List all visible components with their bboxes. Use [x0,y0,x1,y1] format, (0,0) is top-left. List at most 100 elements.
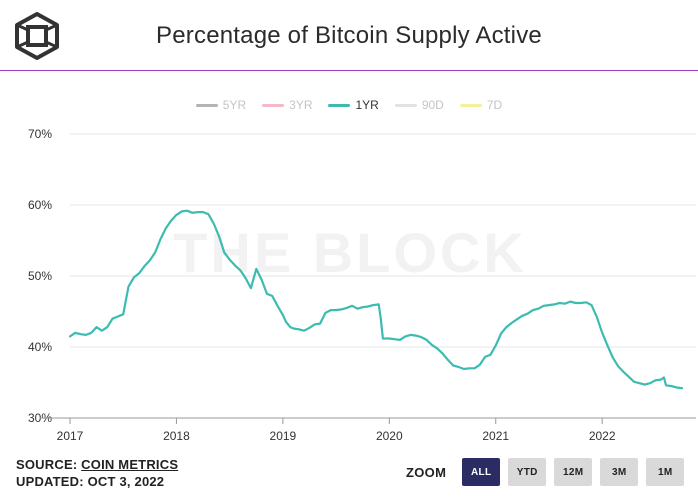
data-point [377,303,380,306]
data-point [228,258,231,261]
legend-swatch [195,103,218,107]
data-point [127,285,130,288]
data-point [111,317,114,320]
data-point [367,305,369,308]
data-point [663,376,665,379]
data-point [569,300,571,303]
zoom-button-3m[interactable]: 3M [600,458,639,486]
data-point [133,276,135,279]
data-point [612,356,614,359]
data-point [138,272,140,275]
source-prefix: SOURCE: [16,457,82,472]
data-point [675,386,678,389]
data-point [260,278,263,281]
series-layer [68,209,684,390]
source-block: SOURCE: COIN METRICS UPDATED: OCT 3, 202… [16,456,178,490]
legend-label: 3YR [289,98,313,112]
header-divider [0,70,698,71]
data-point [79,333,82,336]
y-axis: 30%40%50%60%70% [28,127,52,425]
data-point [345,307,348,309]
data-point [393,338,396,341]
data-point [532,309,534,311]
data-point [289,326,292,328]
data-point [548,304,550,306]
data-point [441,352,444,355]
zoom-button-all[interactable]: ALL [462,458,501,486]
data-point [665,384,667,387]
zoom-button-12m[interactable]: 12M [554,458,593,486]
data-point [149,259,151,262]
data-point [282,314,284,316]
grid-lines [70,133,696,348]
legend-item-7d[interactable]: 7D [459,97,502,113]
data-point [500,332,502,335]
legend-label: 90D [421,98,444,112]
data-point [170,219,172,222]
data-point [505,326,508,328]
data-point [606,344,609,347]
data-point [596,316,598,319]
data-point [239,269,242,272]
x-tick-label: 2018 [163,429,190,443]
data-point [457,366,460,368]
data-point [255,268,258,270]
chart-header: Percentage of Bitcoin Supply Active [0,0,698,71]
data-point [356,307,359,310]
zoom-button-ytd[interactable]: YTD [508,458,547,486]
legend-item-90d[interactable]: 90D [394,97,444,113]
legend-swatch [394,103,417,107]
data-point [670,385,673,387]
data-point [143,265,146,267]
legend-item-3yr[interactable]: 3YR [262,97,312,113]
data-point [420,336,423,338]
data-point [207,213,210,215]
zoom-button-1m[interactable]: 1M [646,458,685,486]
data-point [250,287,252,289]
data-point [564,302,566,305]
y-tick-label: 70% [28,127,52,141]
data-point [436,347,439,350]
x-tick-label: 2017 [57,429,84,443]
data-point [601,332,603,334]
data-point [409,334,412,336]
data-point [633,381,635,383]
legend-item-1yr[interactable]: 1YR [328,97,379,113]
legend-item-5yr[interactable]: 5YR [195,97,246,113]
data-point [165,227,167,230]
the-block-logo-icon [15,12,59,60]
data-point [285,321,287,323]
updated-date: UPDATED: OCT 3, 2022 [16,474,165,489]
data-point [479,364,481,366]
line-chart: THE BLOCK 30%40%50%60%70% 2017 2018 2019 20… [28,127,696,443]
source-link[interactable]: COIN METRICS [81,457,179,472]
data-point [510,322,513,324]
data-point [654,379,657,382]
data-point [106,326,109,328]
data-point [186,209,188,212]
legend-swatch [459,103,482,107]
data-point [494,344,497,347]
legend-label: 1YR [355,98,379,112]
y-tick-label: 60% [28,198,52,212]
data-point [202,211,204,213]
data-point [330,309,332,311]
data-point [659,378,662,381]
data-point [643,383,646,386]
data-point [399,339,401,341]
data-point [308,327,311,329]
data-point [181,210,183,213]
data-point [154,251,156,254]
data-point [303,329,306,332]
data-point [415,334,417,337]
data-point [649,382,651,385]
data-point [74,332,77,334]
data-point [372,304,375,306]
data-point [223,251,226,254]
data-point [340,308,343,311]
legend-swatch [328,103,351,107]
data-point [521,315,524,317]
data-point [361,306,364,309]
data-point [558,302,561,304]
data-point [585,301,587,304]
